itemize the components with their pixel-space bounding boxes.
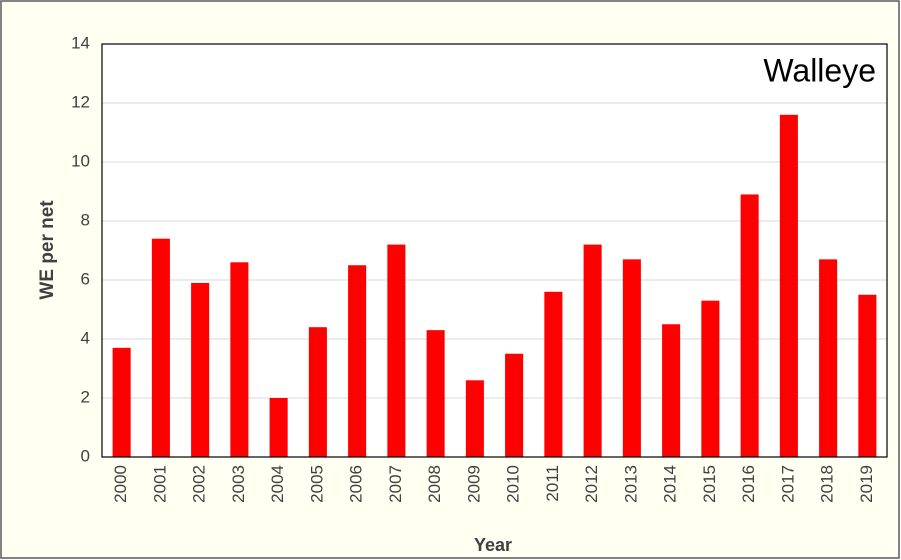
y-tick-label: 8 [81,210,90,229]
bar [622,259,641,457]
bar [426,330,445,457]
bar [151,238,170,457]
bar [269,398,288,457]
x-tick-label: 2003 [229,465,248,503]
bar [348,265,367,457]
x-tick-label: 2000 [111,465,130,503]
x-tick-label: 2010 [504,465,523,503]
bar [465,380,484,457]
x-tick-label: 2002 [190,465,209,503]
x-tick-label: 2015 [700,465,719,503]
x-tick-label: 2006 [347,465,366,503]
x-tick-label: 2011 [543,465,562,502]
y-tick-label: 10 [71,151,90,170]
bar [308,327,327,457]
bar [779,114,798,458]
x-tick-label: 2013 [621,465,640,503]
bar [740,194,759,457]
plot-border [101,43,888,458]
x-tick-label: 2001 [150,465,169,503]
annotation: Walleye [763,52,876,88]
bar [112,347,131,457]
y-tick-label: 14 [71,33,90,52]
x-tick-label: 2012 [582,465,601,503]
bar [858,294,877,457]
x-axis-label: Year [474,535,512,555]
x-tick-label: 2018 [818,465,837,503]
x-tick-label: 2005 [307,465,326,503]
x-tick-label: 2016 [739,465,758,503]
y-tick-label: 4 [81,328,90,347]
bar [583,244,602,457]
y-tick-label: 2 [81,387,90,406]
bar [191,282,210,457]
bar [230,262,249,457]
bar [505,353,524,457]
x-tick-label: 2008 [425,465,444,503]
x-tick-label: 2017 [778,465,797,503]
x-tick-label: 2019 [857,465,876,503]
bar [819,259,838,457]
bar [387,244,406,457]
bar [662,324,681,457]
x-tick-label: 2009 [464,465,483,503]
plot-area [102,44,887,457]
y-tick-label: 12 [71,92,90,111]
bar [544,291,563,457]
x-tick-label: 2014 [661,465,680,503]
x-tick-label: 2004 [268,465,287,503]
x-tick-label: 2007 [386,465,405,503]
y-tick-label: 0 [81,446,90,465]
y-axis-label: WE per net [37,200,58,300]
y-tick-label: 6 [81,269,90,288]
bar [701,300,720,457]
